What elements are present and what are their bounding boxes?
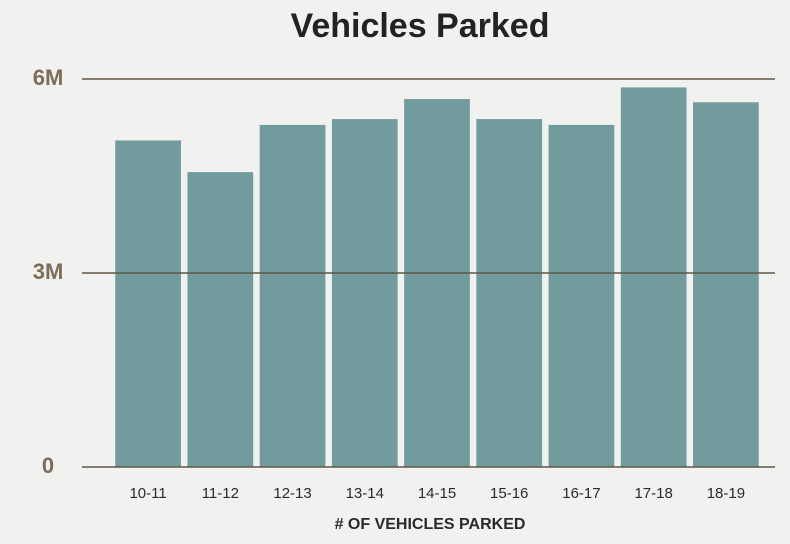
bar bbox=[476, 119, 543, 468]
x-tick-label: 18-19 bbox=[707, 485, 745, 502]
bar bbox=[620, 87, 687, 467]
x-tick-label: 14-15 bbox=[418, 485, 456, 502]
bar bbox=[548, 124, 615, 467]
x-tick-label: 11-12 bbox=[202, 485, 239, 502]
bar bbox=[404, 99, 470, 468]
x-tick-label: 10-11 bbox=[129, 485, 166, 502]
x-tick-label: 16-17 bbox=[562, 485, 600, 502]
y-tick-label: 3M bbox=[33, 259, 64, 284]
bar bbox=[115, 140, 181, 467]
x-tick-label: 15-16 bbox=[490, 485, 528, 502]
x-tick-label: 12-13 bbox=[273, 485, 311, 502]
bar bbox=[259, 124, 326, 467]
x-tick-label: 13-14 bbox=[346, 485, 384, 502]
bar bbox=[187, 172, 254, 467]
chart-title: Vehicles Parked bbox=[291, 7, 550, 45]
bar bbox=[331, 119, 398, 468]
x-axis-label: # OF VEHICLES PARKED bbox=[335, 516, 526, 533]
y-tick-label: 6M bbox=[33, 65, 64, 90]
x-tick-label: 17-18 bbox=[634, 485, 672, 502]
bar bbox=[693, 102, 759, 467]
y-tick-label: 0 bbox=[42, 453, 54, 478]
